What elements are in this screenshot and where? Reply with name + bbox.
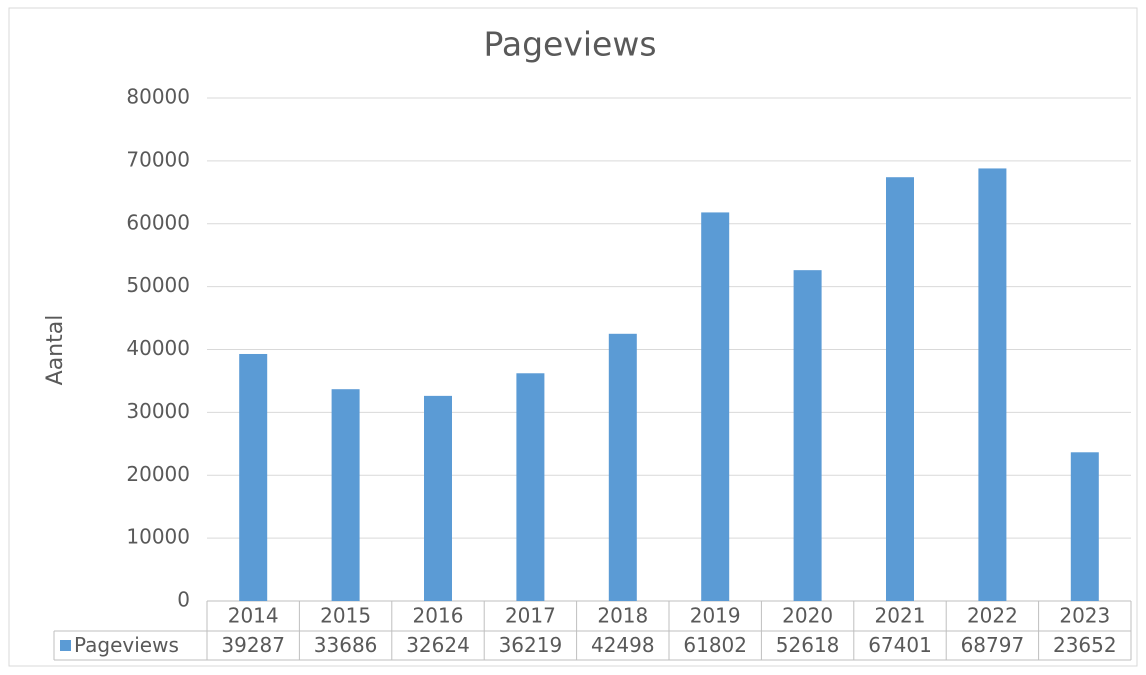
bar — [608, 333, 637, 601]
x-tick-label: 2021 — [875, 604, 926, 628]
y-axis-label: Aantal — [43, 315, 68, 386]
chart-title: Pageviews — [483, 25, 656, 64]
table-value: 52618 — [776, 633, 840, 657]
legend-label: Pageviews — [74, 633, 179, 657]
y-tick-label: 70000 — [126, 147, 190, 171]
table-value: 42498 — [591, 633, 655, 657]
y-tick-label: 20000 — [126, 462, 190, 486]
x-tick-label: 2020 — [782, 604, 833, 628]
bar — [978, 168, 1007, 602]
x-tick-label: 2018 — [597, 604, 648, 628]
bar — [331, 389, 360, 601]
table-value: 36219 — [499, 633, 563, 657]
table-value: 68797 — [961, 633, 1025, 657]
table-value: 23652 — [1053, 633, 1117, 657]
bar — [793, 270, 822, 601]
y-tick-label: 30000 — [126, 399, 190, 423]
bar — [424, 395, 452, 601]
bar — [701, 212, 730, 601]
x-tick-label: 2016 — [413, 604, 464, 628]
bar — [516, 373, 545, 601]
x-tick-label: 2014 — [228, 604, 279, 628]
x-tick-label: 2023 — [1059, 604, 1110, 628]
y-tick-label: 0 — [177, 588, 190, 612]
x-tick-label: 2019 — [690, 604, 741, 628]
y-tick-label: 10000 — [126, 525, 190, 549]
table-value: 33686 — [314, 633, 378, 657]
chart-border — [8, 7, 1138, 667]
y-tick-label: 40000 — [126, 336, 190, 360]
table-value: 39287 — [221, 633, 285, 657]
bar — [239, 353, 268, 601]
legend-key — [60, 640, 71, 651]
x-tick-label: 2015 — [320, 604, 371, 628]
table-value: 32624 — [406, 633, 470, 657]
y-tick-label: 80000 — [126, 85, 190, 109]
table-value: 67401 — [868, 633, 932, 657]
table-value: 61802 — [683, 633, 747, 657]
x-tick-label: 2022 — [967, 604, 1018, 628]
bar — [886, 177, 914, 601]
x-tick-label: 2017 — [505, 604, 556, 628]
y-tick-label: 60000 — [126, 210, 190, 234]
bar — [1070, 452, 1099, 601]
y-tick-label: 50000 — [126, 273, 190, 297]
